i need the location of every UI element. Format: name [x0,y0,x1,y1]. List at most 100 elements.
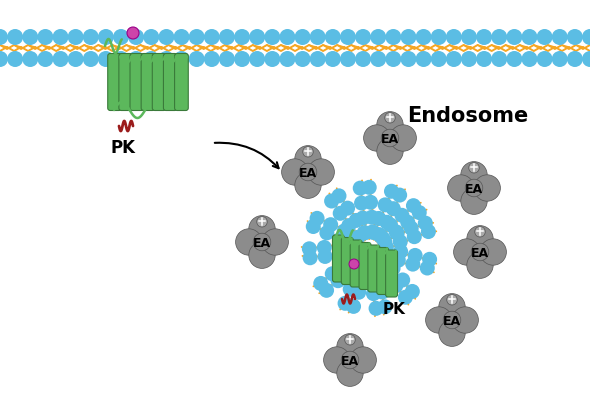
Circle shape [249,242,275,268]
Circle shape [418,216,433,230]
Text: EA: EA [471,247,489,260]
Circle shape [280,51,296,67]
Circle shape [431,51,447,67]
Circle shape [337,224,352,238]
FancyBboxPatch shape [377,248,389,294]
Circle shape [419,260,435,276]
Circle shape [491,29,507,45]
Circle shape [582,51,590,67]
Circle shape [351,285,366,300]
Circle shape [415,51,432,67]
Circle shape [370,51,386,67]
Circle shape [385,112,395,123]
Circle shape [439,320,465,346]
Circle shape [391,253,406,268]
Circle shape [0,29,8,45]
Circle shape [343,282,358,297]
FancyBboxPatch shape [108,54,122,110]
Circle shape [461,29,477,45]
Circle shape [383,218,398,232]
Circle shape [219,51,235,67]
FancyBboxPatch shape [350,240,362,287]
Circle shape [471,243,489,261]
Circle shape [249,216,275,242]
Circle shape [323,347,350,373]
Circle shape [310,51,326,67]
Circle shape [299,163,317,181]
Circle shape [468,162,479,173]
Circle shape [113,51,129,67]
Circle shape [332,239,347,254]
Circle shape [446,29,462,45]
Circle shape [349,213,363,228]
Circle shape [340,201,355,216]
Circle shape [506,29,522,45]
Circle shape [446,51,462,67]
Circle shape [401,29,417,45]
Circle shape [253,233,271,251]
Circle shape [333,232,348,247]
Circle shape [443,311,461,329]
Circle shape [385,51,401,67]
Circle shape [306,219,321,234]
Circle shape [303,250,317,265]
FancyBboxPatch shape [163,54,177,110]
Circle shape [439,294,465,320]
Circle shape [68,51,84,67]
Circle shape [355,29,371,45]
Circle shape [377,138,403,164]
Circle shape [369,255,385,270]
Circle shape [406,198,421,213]
FancyBboxPatch shape [342,238,353,284]
Circle shape [366,286,381,301]
Circle shape [537,51,553,67]
Circle shape [340,29,356,45]
Circle shape [317,249,333,264]
Circle shape [425,307,452,333]
Circle shape [362,180,376,195]
Circle shape [173,51,189,67]
Circle shape [378,299,392,314]
FancyBboxPatch shape [130,54,144,110]
Circle shape [319,225,335,240]
Circle shape [476,51,492,67]
Circle shape [257,216,267,227]
FancyBboxPatch shape [119,54,133,110]
Circle shape [552,51,568,67]
Circle shape [37,51,53,67]
Circle shape [454,239,480,265]
Text: EA: EA [341,355,359,368]
Circle shape [310,29,326,45]
Circle shape [264,29,280,45]
Circle shape [582,29,590,45]
Circle shape [365,224,380,240]
Circle shape [7,51,23,67]
Circle shape [377,234,392,249]
Circle shape [357,226,372,240]
Circle shape [389,224,404,239]
Circle shape [378,197,393,212]
Circle shape [395,272,410,288]
Circle shape [376,249,391,264]
Circle shape [381,129,399,147]
Circle shape [353,254,369,269]
Circle shape [173,29,189,45]
Circle shape [204,51,220,67]
Text: EA: EA [381,133,399,146]
Circle shape [467,226,493,252]
Circle shape [348,246,362,261]
Circle shape [373,228,388,243]
Circle shape [68,29,84,45]
Circle shape [355,51,371,67]
Circle shape [295,172,321,198]
Circle shape [348,268,363,283]
Circle shape [375,284,390,300]
Text: EA: EA [299,167,317,180]
Circle shape [363,195,378,210]
Circle shape [412,205,427,220]
Circle shape [128,29,144,45]
Circle shape [128,51,144,67]
Circle shape [390,125,417,151]
Circle shape [323,217,338,232]
Circle shape [295,146,321,172]
